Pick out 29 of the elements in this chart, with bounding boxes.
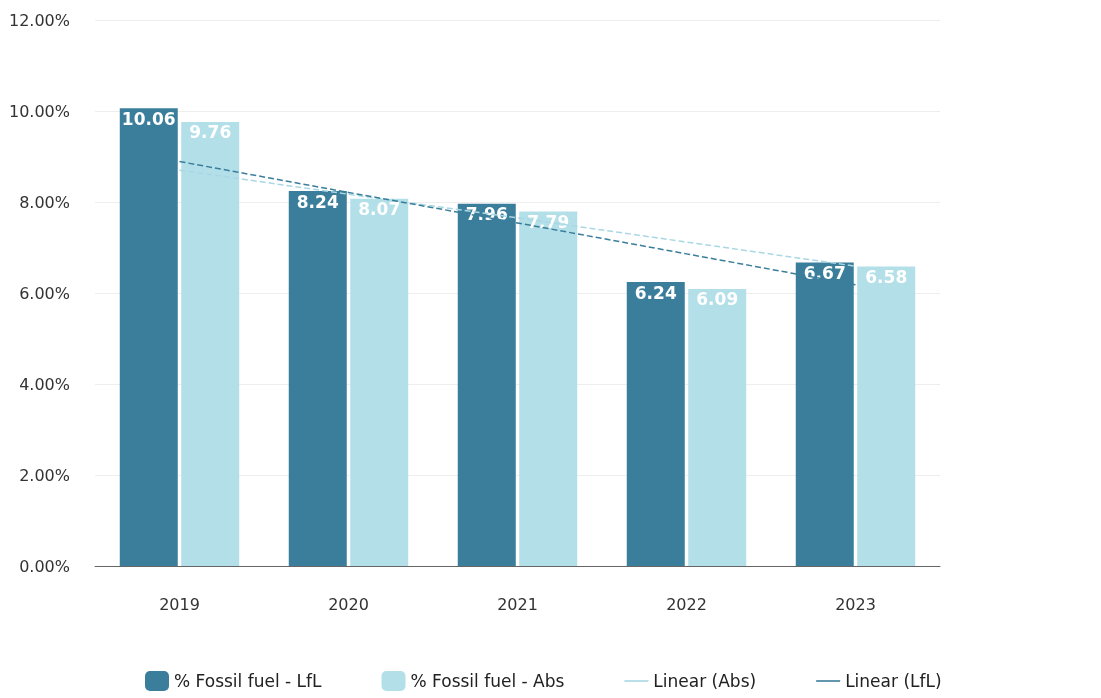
data-label: 9.76 (189, 122, 232, 143)
x-tick-label: 2023 (835, 594, 876, 614)
y-tick-label: 0.00% (19, 556, 70, 576)
bar (626, 282, 685, 566)
y-tick-label: 12.00% (8, 10, 70, 30)
y-tick-label: 6.00% (19, 283, 70, 303)
data-label: 7.79 (527, 212, 570, 233)
data-label: 7.96 (465, 204, 508, 225)
bar (857, 266, 916, 566)
x-tick-label: 2020 (328, 594, 369, 614)
data-label: 6.58 (865, 267, 908, 288)
data-label: 8.24 (296, 191, 339, 212)
y-tick-label: 8.00% (19, 192, 70, 212)
x-tick-label: 2019 (159, 594, 200, 614)
data-label: 6.09 (696, 289, 739, 310)
data-label: 10.06 (121, 108, 176, 129)
bar (688, 288, 747, 566)
y-tick-label: 2.00% (19, 465, 70, 485)
x-tick-label: 2022 (666, 594, 707, 614)
data-label: 6.67 (803, 263, 846, 284)
x-tick-label: 2021 (497, 594, 538, 614)
data-label: 6.24 (634, 282, 677, 303)
legend-label: Linear (LfL) (845, 671, 942, 691)
y-tick-label: 10.00% (8, 101, 70, 121)
legend-label: % Fossil fuel - LfL (174, 671, 323, 691)
legend-label: Linear (Abs) (653, 671, 757, 691)
y-tick-label: 4.00% (19, 374, 70, 394)
legend-label: % Fossil fuel - Abs (410, 671, 565, 691)
data-label: 8.07 (358, 199, 401, 220)
